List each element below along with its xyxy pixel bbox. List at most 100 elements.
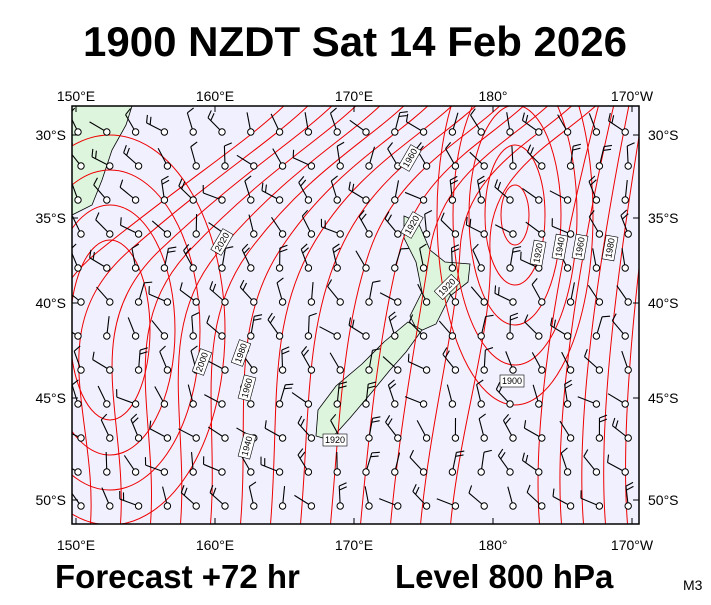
station: [104, 333, 110, 339]
station: [420, 469, 426, 475]
station: [507, 401, 513, 407]
station: [190, 401, 196, 407]
lat-label-right: 40°S: [648, 295, 679, 311]
station: [219, 265, 225, 271]
station: [536, 129, 542, 135]
station: [420, 265, 426, 271]
station: [248, 469, 254, 475]
station: [481, 367, 487, 373]
station: [449, 265, 455, 271]
station: [481, 435, 487, 441]
station: [567, 231, 573, 237]
lat-label-left: 30°S: [35, 127, 66, 143]
station: [481, 299, 487, 305]
station: [366, 299, 372, 305]
station: [164, 367, 170, 373]
lat-label-right: 45°S: [648, 390, 679, 406]
station: [334, 129, 340, 135]
station: [193, 163, 199, 169]
station: [478, 333, 484, 339]
station: [478, 129, 484, 135]
station: [279, 163, 285, 169]
barb-flag: [64, 320, 65, 328]
station: [510, 231, 516, 237]
station: [190, 129, 196, 135]
barb-flag: [65, 282, 67, 290]
station: [107, 435, 113, 441]
station: [507, 197, 513, 203]
station: [593, 401, 599, 407]
station: [308, 299, 314, 305]
station: [164, 163, 170, 169]
station: [481, 503, 487, 509]
station: [107, 367, 113, 373]
station: [222, 435, 228, 441]
station: [75, 401, 81, 407]
station: [593, 265, 599, 271]
station: [564, 265, 570, 271]
station: [104, 197, 110, 203]
contour-label: 1900: [500, 375, 524, 387]
station: [622, 401, 628, 407]
station: [135, 163, 141, 169]
barb-flag: [401, 248, 409, 249]
station: [308, 231, 314, 237]
station: [478, 469, 484, 475]
station: [251, 367, 257, 373]
station: [423, 299, 429, 305]
lat-label-right: 50°S: [648, 492, 679, 508]
station: [564, 401, 570, 407]
station: [449, 129, 455, 135]
lon-label-bottom: 150°E: [57, 537, 95, 553]
station: [625, 367, 631, 373]
station: [190, 469, 196, 475]
station: [507, 469, 513, 475]
lat-label-left: 40°S: [35, 295, 66, 311]
station: [481, 163, 487, 169]
forecast-label: Forecast +72 hr: [55, 558, 300, 595]
level-label: Level 800 hPa: [395, 558, 614, 595]
station: [420, 129, 426, 135]
station: [132, 129, 138, 135]
station: [452, 299, 458, 305]
station: [625, 435, 631, 441]
station: [423, 231, 429, 237]
station: [567, 435, 573, 441]
station: [279, 367, 285, 373]
station: [305, 333, 311, 339]
station: [567, 503, 573, 509]
station: [478, 197, 484, 203]
station: [420, 401, 426, 407]
station: [596, 435, 602, 441]
station: [625, 163, 631, 169]
station: [308, 163, 314, 169]
station: [478, 265, 484, 271]
station: [75, 333, 81, 339]
station: [363, 265, 369, 271]
station: [251, 163, 257, 169]
station: [536, 469, 542, 475]
lon-label-bottom: 180°: [479, 537, 508, 553]
station: [452, 231, 458, 237]
station: [135, 435, 141, 441]
station: [135, 299, 141, 305]
station: [276, 401, 282, 407]
station: [219, 197, 225, 203]
lon-label-top: 180°: [479, 88, 508, 104]
station: [107, 231, 113, 237]
lon-label-top: 150°E: [57, 88, 95, 104]
station: [564, 197, 570, 203]
station: [75, 469, 81, 475]
barb-flag: [602, 316, 610, 317]
station: [334, 469, 340, 475]
station: [536, 401, 542, 407]
station: [507, 129, 513, 135]
station: [363, 469, 369, 475]
station: [363, 401, 369, 407]
station: [132, 265, 138, 271]
station: [481, 231, 487, 237]
station: [564, 469, 570, 475]
station: [423, 163, 429, 169]
station: [193, 231, 199, 237]
station: [363, 333, 369, 339]
